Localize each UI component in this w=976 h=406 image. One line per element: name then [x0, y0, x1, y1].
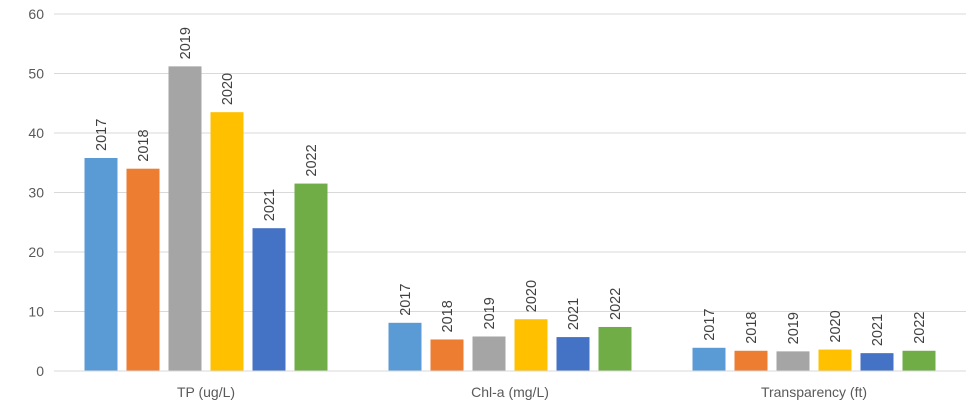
y-tick-label: 40: [28, 125, 44, 141]
bar-2018-0: [126, 168, 160, 371]
bar-2019-1: [472, 336, 506, 371]
bar-2020-1: [514, 319, 548, 371]
bar-2022-2: [902, 350, 936, 371]
data-label-2019-1: 2019: [482, 297, 498, 329]
bar-2017-2: [692, 347, 726, 371]
bar-2019-0: [168, 66, 202, 372]
bar-2020-2: [818, 349, 852, 371]
x-category-label: Chl-a (mg/L): [471, 384, 549, 400]
data-label-2018-1: 2018: [440, 300, 456, 332]
bar-2020-0: [210, 112, 244, 372]
bar-2022-0: [294, 183, 328, 371]
bar-2019-2: [776, 351, 810, 371]
y-tick-label: 30: [28, 185, 44, 201]
bars: [84, 66, 936, 372]
data-label-2020-2: 2020: [828, 310, 844, 342]
data-label-2021-1: 2021: [566, 298, 582, 330]
data-label-2017-1: 2017: [398, 284, 414, 316]
data-label-2018-0: 2018: [136, 129, 152, 161]
bar-2018-1: [430, 339, 464, 371]
data-label-2019-2: 2019: [786, 312, 802, 344]
gridlines: [54, 13, 966, 312]
data-label-2018-2: 2018: [744, 312, 760, 344]
bar-2017-1: [388, 322, 422, 371]
y-tick-label: 20: [28, 244, 44, 260]
bar-2018-2: [734, 350, 768, 371]
x-axis: TP (ug/L) Chl-a (mg/L) Transparency (ft): [54, 370, 966, 400]
data-label-2020-0: 2020: [220, 73, 236, 105]
y-tick-label: 60: [28, 6, 44, 22]
data-label-2022-1: 2022: [608, 288, 624, 320]
data-label-2017-0: 2017: [94, 119, 110, 151]
y-tick-label: 0: [36, 363, 44, 379]
bar-2017-0: [84, 157, 118, 371]
x-category-label: Transparency (ft): [761, 384, 867, 400]
data-label-2022-2: 2022: [912, 312, 928, 344]
data-label-2021-0: 2021: [262, 189, 278, 221]
data-label-2021-2: 2021: [870, 314, 886, 346]
data-label-2019-0: 2019: [178, 27, 194, 59]
y-tick-label: 50: [28, 66, 44, 82]
x-category-label: TP (ug/L): [177, 384, 235, 400]
bar-2022-1: [598, 326, 632, 371]
data-labels: 2017 2018 2019 2020 2021 2022 2017 2018 2019 2020…: [94, 27, 928, 346]
data-label-2017-2: 2017: [702, 309, 718, 341]
bar-2021-1: [556, 337, 590, 371]
bar-2021-2: [860, 353, 894, 371]
bar-2021-0: [252, 228, 286, 371]
data-label-2020-1: 2020: [524, 280, 540, 312]
y-axis: 0 10 20 30 40 50 60: [28, 6, 44, 379]
data-label-2022-0: 2022: [304, 144, 320, 176]
y-tick-label: 10: [28, 304, 44, 320]
